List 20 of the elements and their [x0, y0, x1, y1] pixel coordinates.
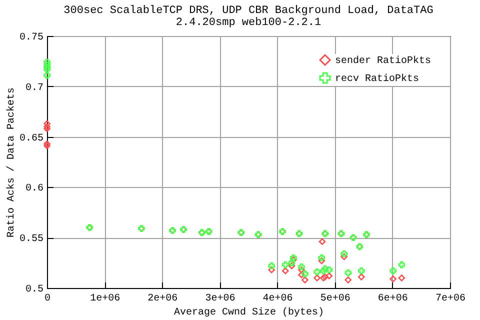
x-tick-label: 3e+06 [205, 294, 236, 304]
chart-title: 300sec ScalableTCP DRS, UDP CBR Background Load, DataTAG [64, 5, 434, 17]
y-tick-label: 0.55 [19, 234, 44, 246]
x-tick-label: 6e+06 [378, 294, 408, 304]
x-tick-label: 1e+06 [90, 294, 120, 304]
legend-label: sender RatioPkts [335, 55, 432, 67]
x-tick-label: 4e+06 [262, 294, 293, 304]
y-tick-label: 0.75 [19, 32, 44, 44]
x-axis-title: Average Cwnd Size (bytes) [174, 306, 324, 318]
y-axis-title: Ratio Acks / Data Packets [5, 87, 18, 238]
y-tick-label: 0.65 [19, 133, 44, 144]
y-tick-label: 0.5 [25, 284, 44, 296]
x-tick-label: 0 [44, 294, 51, 304]
y-tick-label: 0.6 [25, 184, 44, 195]
x-tick-label: 7e+06 [435, 294, 466, 304]
legend-label: recv RatioPkts [335, 73, 420, 85]
x-tick-label: 2e+06 [148, 294, 178, 304]
chart-subtitle: 2.4.20smp web100-2.2.1 [176, 17, 322, 29]
x-tick-label: 5e+06 [320, 294, 350, 304]
y-tick-label: 0.7 [25, 82, 44, 94]
